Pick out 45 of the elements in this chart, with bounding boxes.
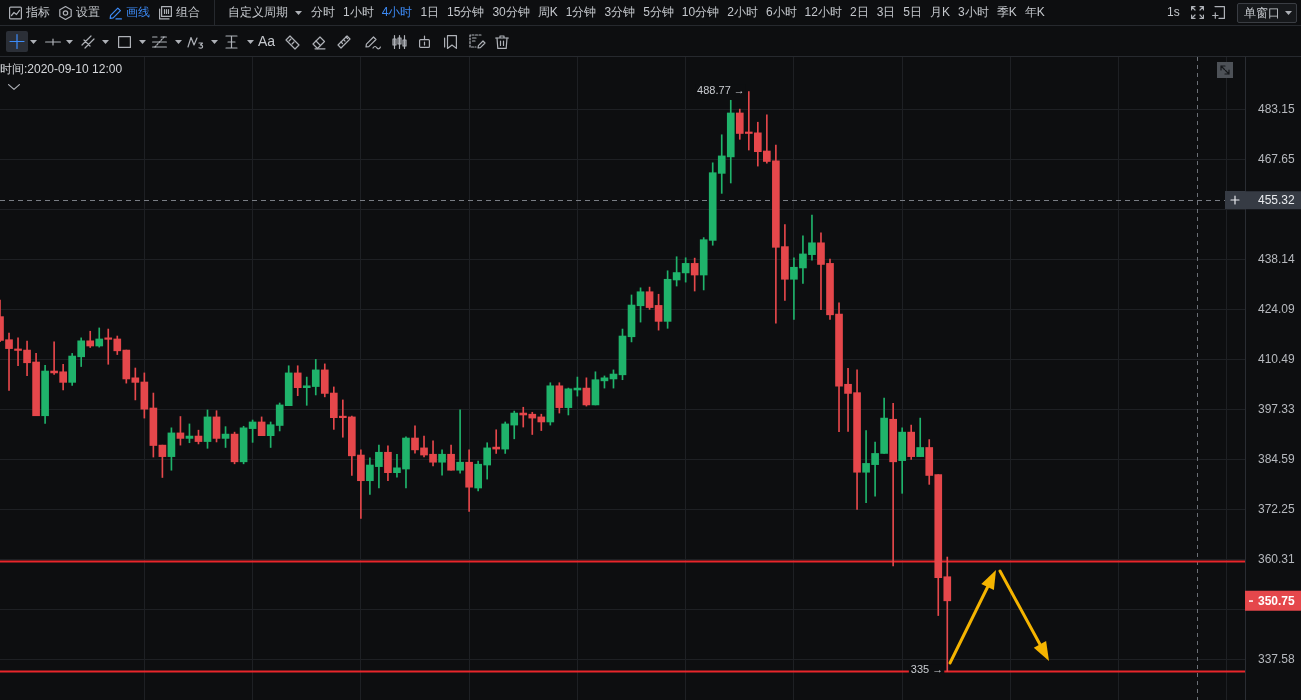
text: 设置: [76, 4, 100, 21]
text: 12小时: [804, 4, 842, 21]
text: 6小时: [765, 4, 797, 21]
y-tick-label: 410.49: [1258, 351, 1296, 366]
y-tick-label: 438.14: [1258, 251, 1296, 266]
text: 1小时: [343, 4, 374, 21]
text: 3日: [876, 4, 896, 21]
text: 3小时: [958, 4, 989, 21]
text: 画线: [126, 4, 150, 21]
ref-line-label: 455.32: [1258, 193, 1296, 208]
text: 周K: [537, 4, 558, 21]
text: 自定义周期: [228, 4, 288, 21]
y-tick-label: 397.33: [1258, 401, 1296, 416]
annotation: 335 →: [910, 663, 944, 676]
dropdown: 单窗口: [1237, 3, 1297, 23]
text: 季K: [996, 4, 1017, 21]
text: 指标: [26, 4, 50, 21]
text: 月K: [930, 4, 951, 21]
y-tick-label: 384.59: [1258, 451, 1296, 466]
text: 1日: [420, 4, 440, 21]
text: 2小时: [727, 4, 758, 21]
y-tick-label: 483.15: [1258, 101, 1296, 116]
text: 10分钟: [681, 4, 720, 21]
annotation: 时间:2020-09-10 12:00: [0, 61, 123, 78]
y-tick-label: 337.58: [1258, 651, 1296, 666]
text: 5分钟: [643, 4, 674, 21]
text: 3分钟: [604, 4, 636, 21]
text: 4小时: [381, 4, 413, 21]
text: 350.75: [1258, 593, 1296, 608]
text: 15分钟: [447, 4, 485, 21]
text: 组合: [176, 4, 200, 21]
y-tick-label: 360.31: [1258, 551, 1296, 566]
text: 年K: [1024, 4, 1045, 21]
text: 1分钟: [565, 4, 597, 21]
y-tick-label: 467.65: [1258, 151, 1296, 166]
text: 分时: [311, 4, 335, 21]
text: 1s: [1167, 5, 1180, 19]
y-tick-label: 372.25: [1258, 501, 1296, 516]
text: 30分钟: [492, 4, 530, 21]
annotation: 488.77 →: [697, 83, 745, 96]
text: 2日: [849, 4, 869, 21]
y-tick-label: 424.09: [1258, 301, 1296, 316]
text: 5日: [903, 4, 923, 21]
candlestick: [456, 409, 464, 474]
text: Aa: [258, 33, 276, 49]
